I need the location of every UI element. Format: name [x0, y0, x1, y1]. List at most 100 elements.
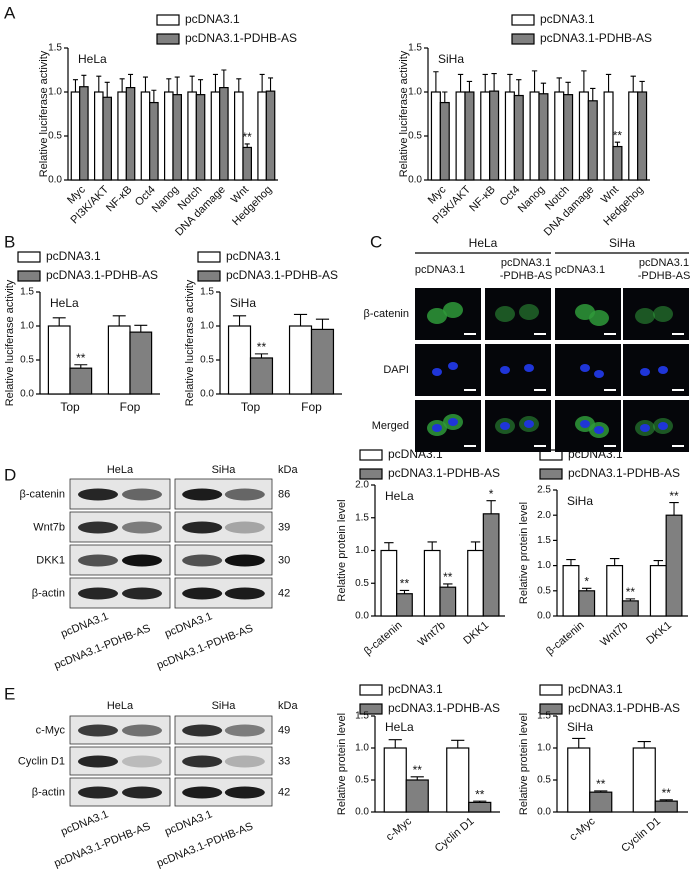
blot-band	[78, 488, 118, 501]
bar	[480, 91, 491, 181]
panel-label: A	[4, 3, 16, 22]
kda-label: 49	[278, 724, 290, 736]
lane-label: pcDNA3.1	[59, 808, 110, 838]
bar	[380, 549, 398, 617]
y-tick-label: 1.0	[355, 545, 369, 556]
legend-swatch	[511, 33, 535, 45]
y-tick-label: 0.5	[355, 578, 369, 589]
micrograph	[485, 400, 551, 452]
y-tick-label: 1.5	[200, 287, 214, 298]
nucleus	[658, 366, 668, 374]
error-bar	[221, 69, 227, 88]
error-bar	[212, 73, 218, 92]
error-bar	[470, 541, 481, 551]
bar	[288, 325, 313, 395]
cell-signal	[495, 306, 515, 322]
bar	[164, 91, 174, 181]
error-bar	[96, 75, 102, 92]
error-bar	[594, 790, 608, 793]
lane-label: pcDNA3.1	[163, 808, 214, 838]
y-tick-label: 0.0	[355, 807, 369, 818]
legend-label: pcDNA3.1-PDHB-AS	[568, 701, 680, 715]
bar	[632, 747, 656, 813]
row-label: β-catenin	[20, 488, 65, 500]
error-bar	[473, 800, 487, 803]
bar	[70, 91, 81, 181]
legend-label: pcDNA3.1-PDHB-AS	[540, 31, 652, 45]
y-tick-label: 1.5	[20, 287, 34, 298]
kda-label: 42	[278, 587, 290, 599]
y-tick-label: 1.5	[48, 43, 62, 54]
bar	[93, 91, 104, 181]
y-tick-label: 0.0	[200, 389, 214, 400]
error-bar	[52, 317, 66, 326]
x-tick-label: Nanog	[516, 184, 547, 215]
error-bar	[104, 81, 110, 98]
bar	[455, 91, 466, 181]
bar	[210, 91, 221, 181]
chart-title: SiHa	[567, 720, 593, 734]
error-bar	[653, 560, 664, 566]
bar	[195, 94, 206, 181]
legend-swatch	[17, 251, 41, 263]
y-tick-label: 2.5	[537, 485, 551, 496]
unit-label: kDa	[278, 700, 298, 712]
y-axis-label: Relative luciferase activity	[184, 279, 196, 406]
nucleus	[640, 424, 650, 432]
significance-label: **	[475, 787, 485, 801]
bar	[554, 91, 565, 181]
x-tick-label: NF-κB	[467, 184, 498, 215]
blot-band	[224, 786, 265, 799]
significance-label: **	[243, 130, 253, 144]
legend-swatch	[359, 684, 383, 696]
chart-title: SiHa	[438, 52, 464, 66]
y-tick-label: 1.5	[537, 535, 551, 546]
bar	[504, 91, 515, 181]
legend-label: pcDNA3.1	[568, 682, 623, 696]
error-bar	[198, 79, 204, 95]
blot-band	[182, 724, 223, 737]
bar	[107, 325, 131, 395]
legend-label: pcDNA3.1	[185, 12, 240, 26]
x-tick-label: Cyclin D1	[619, 815, 663, 854]
bar	[117, 91, 127, 181]
blot-band	[78, 587, 118, 600]
x-tick-label: c-Myc	[567, 815, 598, 843]
bar	[603, 91, 614, 181]
error-bar	[491, 72, 497, 92]
cell-signal	[635, 308, 655, 324]
panel-label: B	[4, 232, 15, 251]
blot-strip	[174, 511, 273, 543]
bar	[125, 86, 136, 181]
blot-band	[78, 755, 118, 768]
row-label: c-Myc	[36, 724, 66, 736]
lane-label: pcDNA3.1	[59, 610, 110, 640]
error-bar	[516, 79, 522, 96]
bar	[310, 328, 335, 395]
x-tick-label: Wnt7b	[416, 619, 448, 649]
error-bar	[457, 73, 464, 92]
chart-title: HeLa	[385, 720, 414, 734]
error-bar	[566, 559, 576, 566]
panel-label: E	[4, 684, 15, 703]
y-tick-label: 0.5	[200, 355, 214, 366]
x-tick-label: β-catenin	[362, 619, 405, 657]
legend-label: pcDNA3.1	[226, 249, 281, 263]
x-tick-label: Top	[241, 400, 261, 414]
blot-band	[224, 755, 265, 768]
legend-swatch	[17, 270, 41, 282]
nucleus	[658, 422, 668, 430]
bar	[637, 91, 648, 181]
bar	[589, 791, 613, 813]
group-label: SiHa	[212, 464, 237, 476]
unit-label: kDa	[278, 464, 298, 476]
nucleus	[448, 362, 458, 370]
bar	[562, 564, 580, 617]
y-axis-label: Relative luciferase activity	[4, 279, 16, 406]
bar	[649, 564, 667, 617]
nucleus	[594, 370, 604, 378]
significance-label: *	[489, 487, 494, 501]
bar	[538, 93, 549, 181]
legend-swatch	[156, 33, 180, 45]
